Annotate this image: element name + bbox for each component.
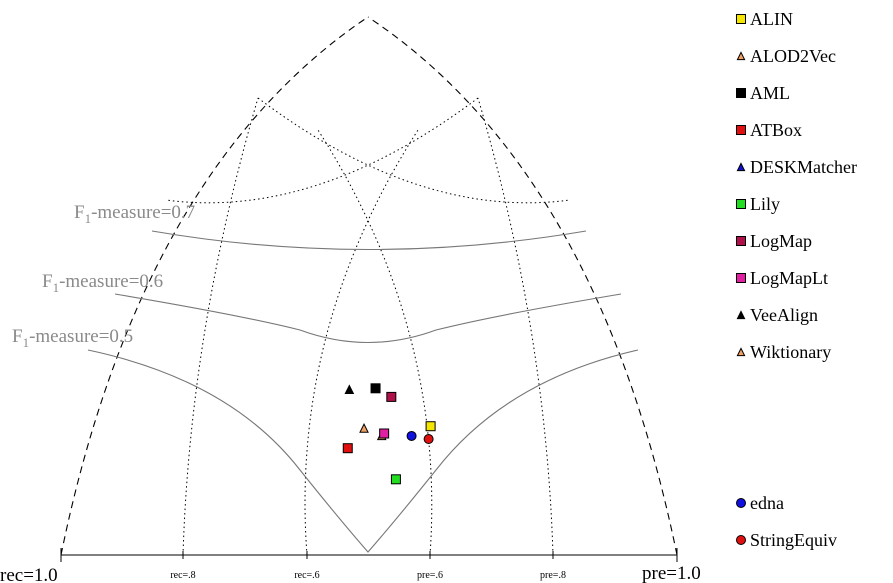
f-curve-0.7 — [151, 230, 587, 251]
legend-marker — [736, 236, 746, 246]
f-curve-0.5 — [87, 349, 639, 553]
data-point — [406, 430, 417, 441]
f-measure-curves — [87, 230, 639, 553]
legend-label: AML — [750, 83, 790, 103]
legend-marker — [736, 347, 746, 357]
legend-label: edna — [750, 493, 784, 513]
legend-marker — [736, 498, 746, 508]
data-point — [359, 423, 369, 433]
outer-arc-right — [367, 16, 678, 556]
axis-tick-label: pre=.6 — [417, 570, 443, 581]
f-measure-labels: F1-measure=0.7 F1-measure=0.6 F1-measure=0… — [12, 202, 195, 350]
f-measure-label: F1-measure=0.7 — [74, 202, 195, 226]
legend-marker — [736, 88, 746, 98]
legend-label: ALIN — [750, 9, 793, 29]
axis-tick-label: rec=.8 — [170, 570, 195, 581]
data-point — [423, 434, 434, 445]
legend-label: StringEquiv — [750, 530, 837, 550]
grid-arc-pre-0.8-upper — [165, 97, 479, 204]
f-measure-label: F1-measure=0.5 — [12, 326, 133, 350]
legend-label: LogMapLt — [750, 268, 828, 288]
legend-marker — [736, 125, 746, 135]
dotted-grid — [165, 97, 571, 556]
data-point — [344, 384, 355, 395]
axis-tick-label: rec=.6 — [294, 570, 319, 581]
grid-arc-rec-0.8 — [182, 97, 259, 556]
data-point — [390, 474, 401, 485]
legend-label: DESKMatcher — [750, 157, 857, 177]
outer-arc-left — [60, 16, 369, 556]
grid-arc-pre-0.6 — [317, 129, 433, 556]
f-curve-0.6 — [114, 293, 622, 344]
grid-arc-pre-0.8 — [477, 97, 554, 556]
legend-label: Lily — [750, 194, 780, 214]
legend-marker — [736, 199, 746, 209]
legend-marker — [736, 162, 746, 172]
axis-left-end-label: rec=1.0 — [0, 565, 58, 583]
grid-arc-rec-0.8-upper — [257, 97, 571, 204]
data-point — [370, 383, 381, 394]
legend-label: LogMap — [750, 231, 812, 251]
legend-marker — [736, 273, 746, 283]
grid-arc-rec-0.6 — [304, 129, 419, 556]
data-point — [386, 391, 397, 402]
legend: ALIN ALOD2Vec AML ATBox DESKMatcher Lily LogMa… — [736, 9, 857, 550]
legend-label: Wiktionary — [750, 342, 831, 362]
legend-marker — [736, 51, 746, 61]
f-measure-label: F1-measure=0.6 — [42, 271, 163, 295]
chart-frame — [60, 16, 678, 562]
data-point — [342, 443, 353, 454]
legend-label: ATBox — [750, 120, 802, 140]
legend-marker — [736, 310, 746, 320]
legend-marker — [736, 14, 746, 24]
legend-marker — [736, 535, 746, 545]
data-point — [425, 421, 436, 432]
data-points — [342, 383, 436, 485]
legend-label: VeeAlign — [750, 305, 818, 325]
axis-tick-label: pre=.8 — [540, 570, 566, 581]
legend-label: ALOD2Vec — [750, 46, 836, 66]
axis-right-end-label: pre=1.0 — [642, 563, 701, 583]
data-point — [379, 428, 390, 439]
axis-labels: rec=1.0 pre=1.0 rec=.8 rec=.6 pre=.6 pre… — [0, 563, 701, 583]
